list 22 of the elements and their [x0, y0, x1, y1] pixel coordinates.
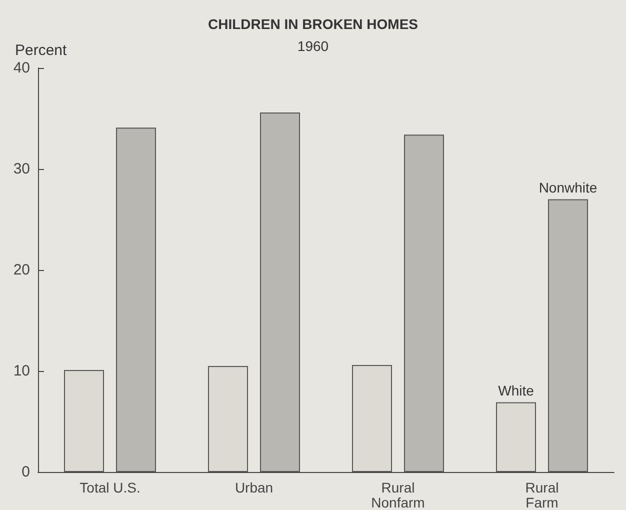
bar [404, 134, 444, 472]
bar [208, 366, 248, 472]
y-axis-title: Percent [15, 42, 68, 59]
bar [496, 402, 536, 472]
chart-subtitle: 1960 [297, 38, 329, 54]
bar [352, 364, 392, 472]
chart-title: CHILDREN IN BROKEN HOMES [208, 16, 418, 32]
bar [260, 112, 300, 472]
y-tick-label: 20 [13, 262, 30, 278]
y-tick-label: 40 [13, 60, 30, 76]
bar [64, 370, 104, 472]
series-label: White [498, 382, 534, 398]
y-tick-label: 0 [22, 464, 30, 480]
bar [548, 199, 588, 472]
series-label: Nonwhite [538, 179, 598, 196]
x-tick-label: Rural Farm [525, 480, 559, 510]
x-tick-label: Total U.S. [80, 480, 140, 496]
bar [116, 128, 156, 472]
x-tick-label: Rural Nonfarm [371, 480, 425, 510]
y-tick-label: 30 [13, 160, 30, 178]
x-tick-label: Urban [234, 480, 274, 496]
y-tick-label: 10 [13, 362, 30, 380]
